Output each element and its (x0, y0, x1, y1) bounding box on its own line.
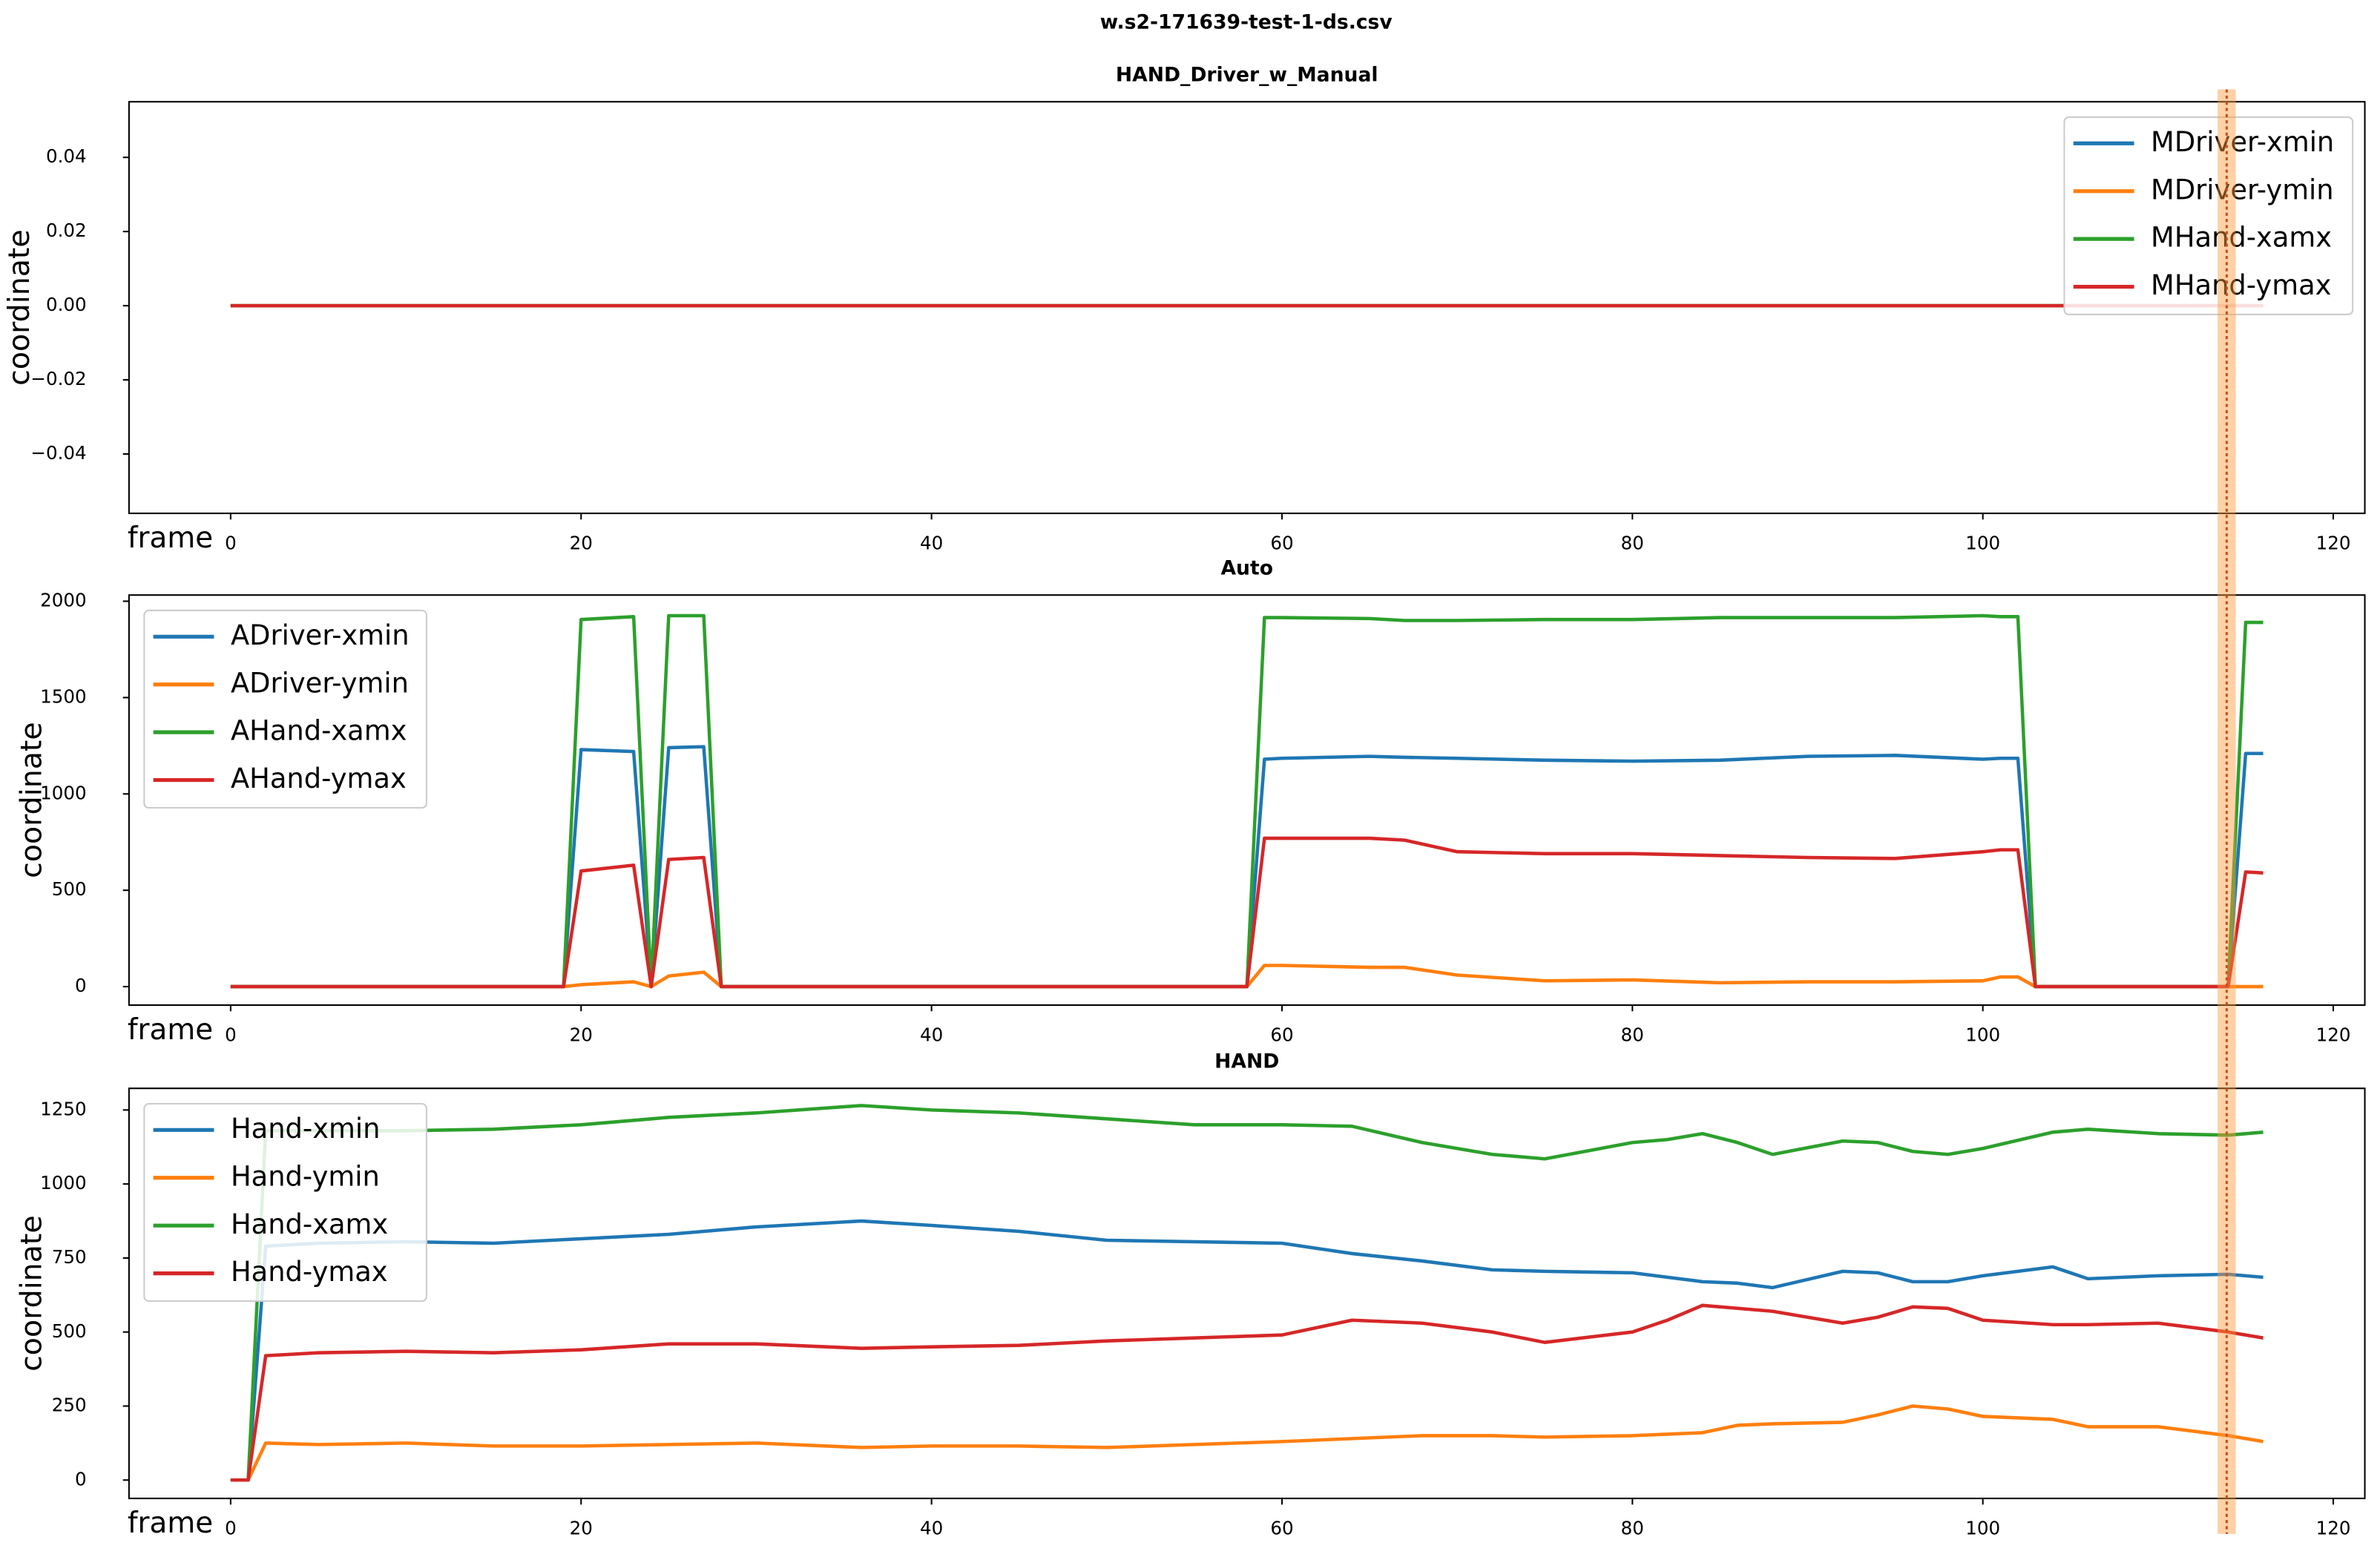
x-tick-label: 80 (1621, 1024, 1644, 1045)
x-tick-label: 40 (920, 1517, 943, 1538)
x-tick-label: 0 (225, 1024, 237, 1045)
chart-title: HAND (1214, 1050, 1279, 1073)
x-tick-label: 20 (570, 532, 593, 553)
legend-label: AHand-ymax (231, 763, 407, 794)
x-tick-label: 40 (920, 1024, 943, 1045)
plot-area (128, 101, 2366, 515)
x-axis-label: frame (128, 521, 213, 555)
y-tick-label: 250 (52, 1394, 87, 1415)
legend-box (143, 609, 427, 809)
x-tick-label: 60 (1270, 532, 1293, 553)
x-tick-label: 20 (570, 1024, 593, 1045)
x-tick-label: 120 (2316, 1517, 2351, 1538)
chart-title: HAND_Driver_w_Manual (1116, 63, 1378, 86)
x-tick-label: 120 (2316, 532, 2351, 553)
legend-label: Hand-ymin (231, 1160, 380, 1192)
y-tick-label: 1500 (40, 685, 86, 707)
series-line (230, 1104, 2264, 1482)
y-tick-label: 1250 (40, 1098, 86, 1119)
series-line (230, 613, 2264, 989)
x-axis-label: frame (128, 1507, 213, 1540)
plot-area (128, 594, 2366, 1007)
series-line (230, 1219, 2264, 1482)
x-tick-label: 100 (1965, 1517, 2000, 1538)
x-axis-label: frame (128, 1013, 213, 1047)
plot-area (128, 1087, 2366, 1500)
y-axis-label: coordinate (16, 1215, 49, 1372)
y-tick-label: −0.02 (30, 368, 86, 389)
legend-label: MDriver-xmin (2151, 126, 2334, 158)
x-tick-label: 80 (1621, 1517, 1644, 1538)
chart-title: Auto (1220, 556, 1272, 579)
y-tick-label: 2000 (40, 589, 86, 610)
y-tick-label: 0 (75, 1468, 87, 1489)
y-tick-label: 0.02 (46, 220, 87, 241)
x-tick-label: 100 (1965, 1024, 2000, 1045)
legend-label: Hand-ymax (231, 1256, 388, 1288)
legend-label: Hand-xamx (231, 1208, 388, 1240)
x-tick-label: 40 (920, 532, 943, 553)
y-tick-label: −0.04 (30, 442, 86, 464)
legend-label: MDriver-ymin (2151, 174, 2334, 205)
x-tick-label: 120 (2316, 1024, 2351, 1045)
figure-title: w.s2-171639-test-1-ds.csv (1100, 11, 1393, 34)
legend-box (2063, 116, 2354, 315)
y-axis-label: coordinate (3, 229, 36, 386)
legend-label: MHand-xamx (2151, 221, 2332, 253)
legend-label: AHand-xamx (231, 714, 407, 746)
legend-label: ADriver-ymin (231, 667, 409, 699)
legend-box (143, 1102, 427, 1303)
y-tick-label: 0 (75, 975, 87, 996)
y-tick-label: 1000 (40, 1172, 86, 1194)
y-tick-label: 1000 (40, 782, 86, 803)
series-line (230, 1404, 2264, 1482)
y-tick-label: 750 (52, 1246, 87, 1268)
legend-label: MHand-ymax (2151, 269, 2331, 301)
y-tick-label: 500 (52, 878, 87, 900)
y-axis-label: coordinate (16, 722, 49, 878)
x-tick-label: 100 (1965, 532, 2000, 553)
y-tick-label: 0.00 (46, 294, 87, 315)
series-line (230, 1303, 2264, 1482)
x-tick-label: 60 (1270, 1517, 1293, 1538)
x-tick-label: 0 (225, 532, 237, 553)
y-tick-label: 500 (52, 1320, 87, 1342)
series-line (230, 964, 2264, 989)
legend-label: Hand-xmin (231, 1113, 380, 1145)
legend-label: ADriver-xmin (231, 619, 410, 651)
y-tick-label: 0.04 (46, 145, 87, 167)
series-line (230, 836, 2264, 989)
x-tick-label: 0 (225, 1517, 237, 1538)
x-tick-label: 20 (570, 1517, 593, 1538)
x-tick-label: 80 (1621, 532, 1644, 553)
x-tick-label: 60 (1270, 1024, 1293, 1045)
